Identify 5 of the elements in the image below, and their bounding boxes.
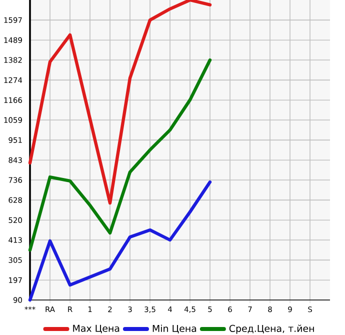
legend-label: Max Цена — [73, 324, 120, 334]
line-series — [28, 58, 212, 252]
legend-label: Min Цена — [152, 324, 196, 334]
line-series — [28, 0, 212, 205]
legend-label: Сред.Цена, т.йен — [229, 324, 314, 334]
